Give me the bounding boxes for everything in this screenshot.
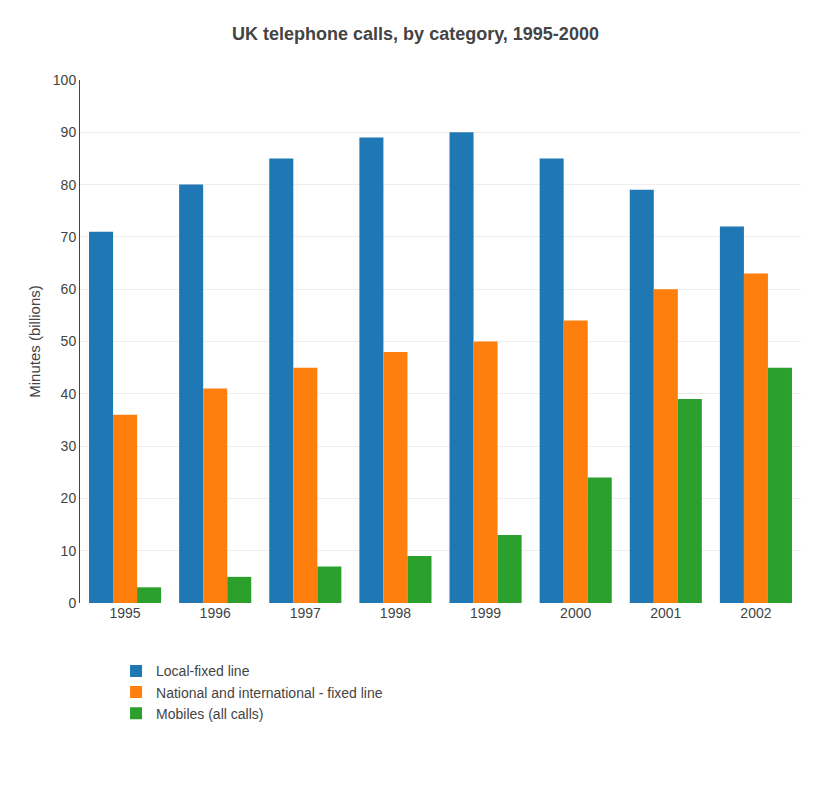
svg-text:2002: 2002: [740, 605, 771, 621]
svg-text:20: 20: [61, 490, 77, 506]
svg-text:60: 60: [61, 281, 77, 297]
svg-text:1998: 1998: [380, 605, 411, 621]
svg-text:10: 10: [61, 543, 77, 559]
svg-text:1995: 1995: [109, 605, 140, 621]
svg-text:Local-fixed line: Local-fixed line: [156, 663, 250, 679]
svg-text:90: 90: [61, 124, 77, 140]
svg-text:50: 50: [61, 333, 77, 349]
svg-text:1996: 1996: [200, 605, 231, 621]
svg-text:UK telephone calls, by categor: UK telephone calls, by category, 1995-20…: [232, 24, 599, 44]
svg-text:1997: 1997: [290, 605, 321, 621]
svg-text:2001: 2001: [650, 605, 681, 621]
svg-text:30: 30: [61, 438, 77, 454]
svg-text:70: 70: [61, 229, 77, 245]
svg-text:National and international - f: National and international - fixed line: [156, 685, 383, 701]
svg-text:2000: 2000: [560, 605, 591, 621]
svg-text:1999: 1999: [470, 605, 501, 621]
svg-text:40: 40: [61, 386, 77, 402]
svg-text:0: 0: [68, 595, 76, 611]
svg-text:Minutes (billions): Minutes (billions): [26, 285, 43, 398]
svg-text:100: 100: [53, 72, 77, 88]
svg-text:80: 80: [61, 177, 77, 193]
svg-text:Mobiles (all calls): Mobiles (all calls): [156, 706, 263, 722]
